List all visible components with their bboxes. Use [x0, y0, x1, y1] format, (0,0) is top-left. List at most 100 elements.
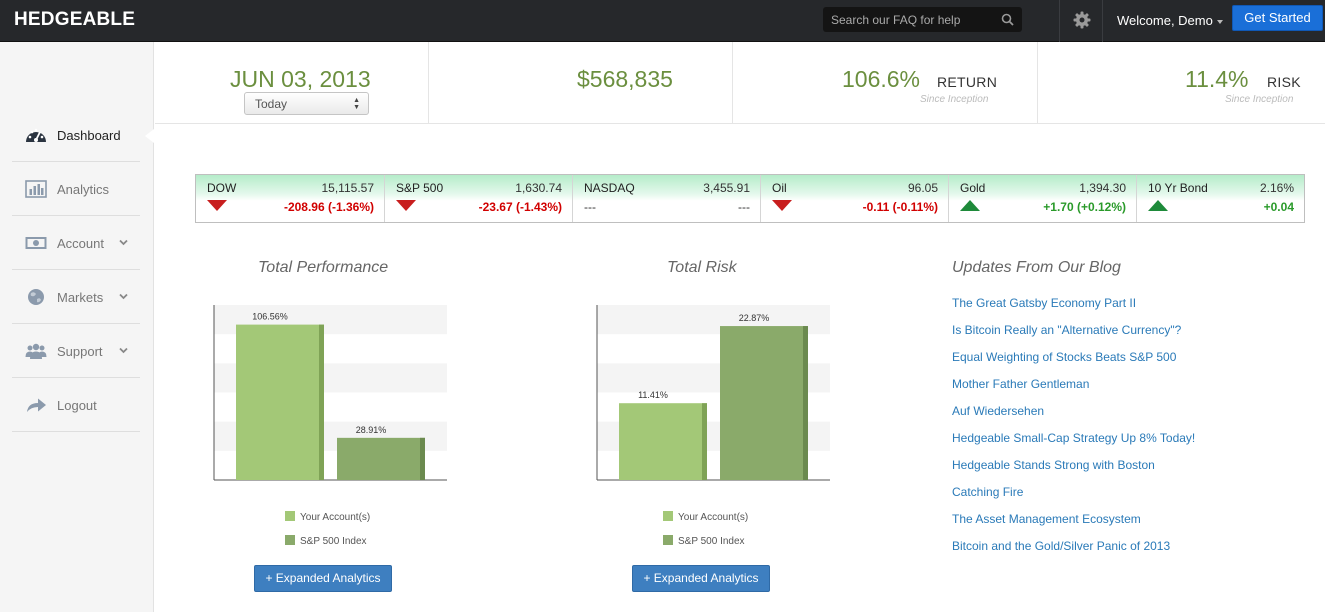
blog-post-link[interactable]: Hedgeable Small-Cap Strategy Up 8% Today… [952, 431, 1196, 445]
legend-your-account: Your Account(s) [285, 511, 370, 523]
welcome-text: Welcome, Demo [1117, 13, 1213, 28]
gear-icon [1073, 11, 1091, 29]
ticker-change: -23.67 (-1.43%) [478, 200, 562, 214]
blog-post-link[interactable]: Catching Fire [952, 485, 1024, 499]
sidebar-item-logout[interactable]: Logout [12, 378, 140, 432]
up-arrow-icon [960, 200, 980, 211]
legend-swatch [285, 511, 295, 521]
divider [1037, 42, 1038, 124]
data-label: 106.56% [252, 312, 288, 322]
bar [337, 437, 425, 480]
blog-post-list: The Great Gatsby Economy Part II Is Bitco… [952, 296, 1195, 566]
legend-sp500: S&P 500 Index [663, 535, 745, 547]
down-arrow-icon [207, 200, 227, 211]
blog-post-link[interactable]: The Asset Management Ecosystem [952, 512, 1141, 526]
bar [619, 403, 707, 480]
blog-post-link[interactable]: Hedgeable Stands Strong with Boston [952, 458, 1155, 472]
performance-title: Total Performance [258, 259, 389, 276]
risk-chart: 11.41% 22.87% [596, 305, 830, 481]
chevron-down-icon [119, 347, 128, 354]
ticker-name: NASDAQ [584, 181, 635, 195]
get-started-button[interactable]: Get Started [1232, 5, 1323, 31]
chevron-down-icon [119, 293, 128, 300]
ticker-price: 2.16% [1259, 181, 1294, 195]
blog-post-link[interactable]: Is Bitcoin Really an "Alternative Curren… [952, 323, 1182, 337]
active-indicator [145, 129, 154, 143]
legend-label: S&P 500 Index [300, 536, 367, 547]
blog-post-link[interactable]: The Great Gatsby Economy Part II [952, 296, 1137, 310]
ticker-name: DOW [207, 181, 237, 195]
sidebar-label-markets: Markets [57, 290, 104, 305]
legend-swatch [285, 535, 295, 545]
portfolio-value: $568,835 [577, 66, 673, 92]
down-arrow-icon [396, 200, 416, 211]
ticker-name: Gold [960, 181, 986, 195]
blog-post-link[interactable]: Bitcoin and the Gold/Silver Panic of 201… [952, 539, 1171, 553]
dashboard-icon [26, 128, 46, 142]
sidebar-item-dashboard[interactable]: Dashboard [12, 108, 140, 162]
sidebar-item-analytics[interactable]: Analytics [12, 162, 140, 216]
data-label: 11.41% [638, 390, 668, 400]
chevron-down-icon [119, 239, 128, 246]
caret-down-icon [1216, 19, 1223, 24]
user-menu[interactable]: Welcome, Demo [1117, 13, 1223, 28]
ticker-change: --- [738, 200, 750, 214]
ticker-change: -0.11 (-0.11%) [862, 200, 938, 214]
globe-icon [28, 289, 44, 305]
settings-button[interactable] [1059, 0, 1103, 42]
sidebar-label-support: Support [57, 344, 103, 359]
expanded-analytics-button[interactable]: + Expanded Analytics [632, 565, 770, 592]
blog-post-link[interactable]: Equal Weighting of Stocks Beats S&P 500 [952, 350, 1177, 364]
blog-post-link[interactable]: Auf Wiedersehen [952, 404, 1045, 418]
legend-label: Your Account(s) [678, 512, 749, 523]
ticker-item-oil: Oil 96.05 -0.11 (-0.11%) [760, 175, 948, 222]
bar-shade [803, 326, 808, 480]
market-ticker: DOW 15,115.57 -208.96 (-1.36%) S&P 500 1… [195, 174, 1305, 223]
sidebar: Dashboard Analytics Account Markets [0, 42, 154, 612]
divider [732, 42, 733, 124]
ticker-price: 1,630.74 [515, 181, 562, 195]
brand-logo[interactable]: HEDGEABLE [14, 9, 136, 30]
bar-shade [319, 324, 324, 480]
ticker-change: +0.04 [1263, 200, 1294, 214]
legend-your-account: Your Account(s) [663, 511, 748, 523]
sidebar-item-markets[interactable]: Markets [12, 270, 140, 324]
performance-chart: 106.56% 28.91% [213, 305, 447, 481]
sidebar-label-account: Account [57, 236, 104, 251]
risk-value: 11.4% [1185, 66, 1249, 92]
share-arrow-icon [27, 398, 46, 412]
ticker-price: 96.05 [907, 181, 938, 195]
ticker-name: 10 Yr Bond [1148, 181, 1208, 195]
money-icon [25, 237, 47, 249]
date-range-select[interactable]: Today ▲ ▼ [244, 92, 369, 115]
legend-swatch [663, 511, 673, 521]
risk-since-inception: Since Inception [1225, 94, 1294, 105]
data-label: 22.87% [739, 313, 770, 323]
legend-sp500: S&P 500 Index [285, 535, 367, 547]
sidebar-item-support[interactable]: Support [12, 324, 140, 378]
sidebar-item-account[interactable]: Account [12, 216, 140, 270]
faq-search [823, 7, 1022, 32]
bar [720, 326, 808, 480]
ticker-item-gold: Gold 1,394.30 +1.70 (+0.12%) [948, 175, 1136, 222]
ticker-name: Oil [772, 181, 787, 195]
ticker-name: S&P 500 [396, 181, 444, 195]
divider [428, 42, 429, 124]
bar-chart-icon [25, 180, 47, 198]
search-icon[interactable] [1001, 13, 1014, 26]
return-value: 106.6% [842, 66, 921, 92]
up-arrow-icon [1148, 200, 1168, 211]
ticker-item-sp500: S&P 500 1,630.74 -23.67 (-1.43%) [384, 175, 572, 222]
blog-post-link[interactable]: Mother Father Gentleman [952, 377, 1090, 391]
faq-search-input[interactable] [823, 7, 993, 32]
down-arrow-icon [772, 200, 792, 211]
ticker-change: +1.70 (+0.12%) [1043, 200, 1126, 214]
bar-shade [420, 437, 425, 480]
risk-label: RISK [1267, 74, 1301, 90]
expanded-analytics-button[interactable]: + Expanded Analytics [254, 565, 392, 592]
ticker-change: -208.96 (-1.36%) [283, 200, 374, 214]
data-label: 28.91% [356, 425, 387, 435]
legend-label: S&P 500 Index [678, 536, 745, 547]
ticker-price: 15,115.57 [321, 181, 375, 195]
legend-swatch [663, 535, 673, 545]
